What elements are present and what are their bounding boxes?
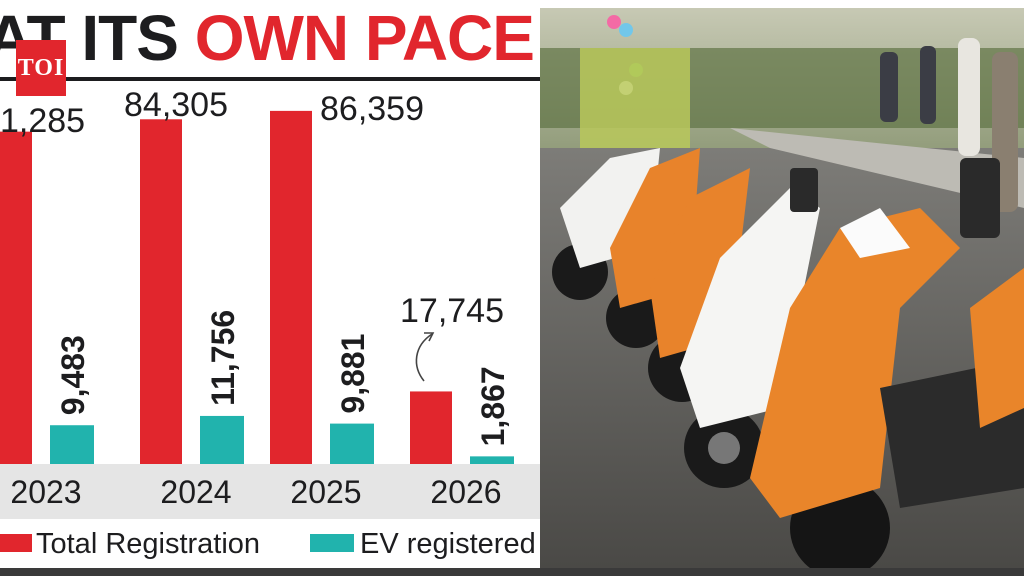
bar-total-2025 (270, 110, 312, 465)
bar-ev-2024 (200, 415, 244, 464)
label-ev-2023: 9,483 (55, 335, 91, 415)
label-total-2023: 1,285 (0, 102, 85, 140)
legend-swatch-ev (310, 534, 354, 552)
label-total-2026: 17,745 (400, 292, 504, 330)
label-ev-2025: 9,881 (335, 334, 371, 414)
label-ev-2026: 1,867 (475, 366, 511, 446)
bars-layer (0, 110, 514, 465)
label-total-2025: 86,359 (320, 90, 424, 128)
bar-ev-2025 (330, 423, 374, 464)
callout-arrow (415, 333, 433, 382)
bottom-border (0, 568, 1024, 576)
bar-ev-2026 (470, 456, 514, 464)
year-label-2024: 2024 (160, 474, 231, 510)
labels-layer: 1,285 9,483 2023 84,305 11,756 2024 86,359 9,88… (0, 86, 511, 510)
year-axis-band (0, 464, 540, 519)
bar-ev-2023 (50, 425, 94, 464)
headline: AT ITS OWN PACE (0, 0, 546, 76)
bar-total-2026 (410, 391, 452, 464)
scooter-photo (540, 8, 1024, 568)
year-label-2023: 2023 (10, 474, 81, 510)
label-ev-2024: 11,756 (205, 310, 241, 406)
year-label-2025: 2025 (290, 474, 361, 510)
legend-swatch-total (0, 534, 32, 552)
year-label-2026: 2026 (430, 474, 501, 510)
toi-logo: TOI (16, 40, 66, 96)
electric-scooter-icon (552, 148, 1024, 568)
legend: Total Registration EV registered (0, 528, 536, 560)
headline-part2: OWN PACE (194, 2, 535, 74)
person-icon (880, 38, 1018, 212)
legend-label-total: Total Registration (36, 528, 260, 560)
legend-label-ev: EV registered (360, 528, 536, 560)
bar-total-2024 (140, 119, 182, 464)
label-total-2024: 84,305 (124, 86, 228, 124)
title-rule (0, 77, 540, 81)
bar-chart: 1,285 9,483 2023 84,305 11,756 2024 86,359 9,88… (0, 77, 540, 560)
bar-total-2023 (0, 131, 32, 464)
callout-arrow-head (424, 332, 435, 342)
